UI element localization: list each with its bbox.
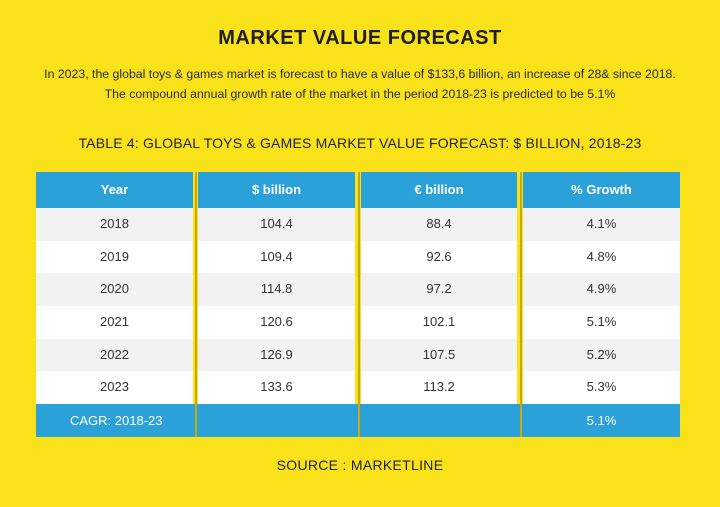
cell-year-2020: 2020 <box>36 273 193 307</box>
cell-eur-2019: 92.6 <box>361 240 517 274</box>
cell-year-2018: 2018 <box>36 208 193 241</box>
cell-growth-2019: 4.8% <box>523 240 680 274</box>
column-usd: $ billion 104.4 109.4 114.8 120.6 126.9 … <box>198 172 355 404</box>
cell-eur-2021: 102.1 <box>361 306 517 339</box>
cell-growth-2021: 5.1% <box>523 306 680 339</box>
cell-eur-2022: 107.5 <box>361 338 517 372</box>
source-note: SOURCE : MARKETLINE <box>276 457 444 473</box>
table-title: TABLE 4: GLOBAL TOYS & GAMES MARKET VALU… <box>78 135 642 151</box>
cell-usd-2018: 104.4 <box>198 208 355 241</box>
column-growth: % Growth 4.1% 4.8% 4.9% 5.1% 5.2% 5.3% <box>523 172 680 404</box>
cagr-value: 5.1% <box>586 413 617 428</box>
cell-usd-2020: 114.8 <box>198 273 355 307</box>
page-title: MARKET VALUE FORECAST <box>218 27 502 49</box>
cell-year-2023: 2023 <box>36 371 193 404</box>
header-growth: % Growth <box>523 172 680 208</box>
cell-usd-2022: 126.9 <box>198 338 355 372</box>
cell-growth-2023: 5.3% <box>523 371 680 404</box>
cell-year-2019: 2019 <box>36 240 193 274</box>
cell-eur-2018: 88.4 <box>361 208 517 241</box>
cell-year-2021: 2021 <box>36 306 193 339</box>
header-eur: € billion <box>361 172 517 208</box>
cell-year-2022: 2022 <box>36 338 193 372</box>
column-separator <box>357 172 360 437</box>
column-separator <box>519 172 522 437</box>
cell-growth-2022: 5.2% <box>523 338 680 372</box>
intro-line-1: In 2023, the global toys & games market … <box>44 67 676 81</box>
cell-usd-2021: 120.6 <box>198 306 355 339</box>
cagr-label: CAGR: 2018-23 <box>70 413 163 428</box>
column-separator <box>194 172 197 437</box>
cell-growth-2018: 4.1% <box>523 208 680 241</box>
cell-growth-2020: 4.9% <box>523 273 680 307</box>
cell-eur-2020: 97.2 <box>361 273 517 307</box>
cell-eur-2023: 113.2 <box>361 371 517 404</box>
header-year: Year <box>36 172 193 208</box>
cell-usd-2019: 109.4 <box>198 240 355 274</box>
forecast-table: Year 2018 2019 2020 2021 2022 2023 $ bil… <box>36 172 680 437</box>
intro-line-2: The compound annual growth rate of the m… <box>104 87 616 101</box>
column-eur: € billion 88.4 92.6 97.2 102.1 107.5 113… <box>361 172 517 404</box>
header-usd: $ billion <box>198 172 355 208</box>
intro-text: In 2023, the global toys & games market … <box>0 64 720 104</box>
cell-usd-2023: 133.6 <box>198 371 355 404</box>
column-year: Year 2018 2019 2020 2021 2022 2023 <box>36 172 193 404</box>
